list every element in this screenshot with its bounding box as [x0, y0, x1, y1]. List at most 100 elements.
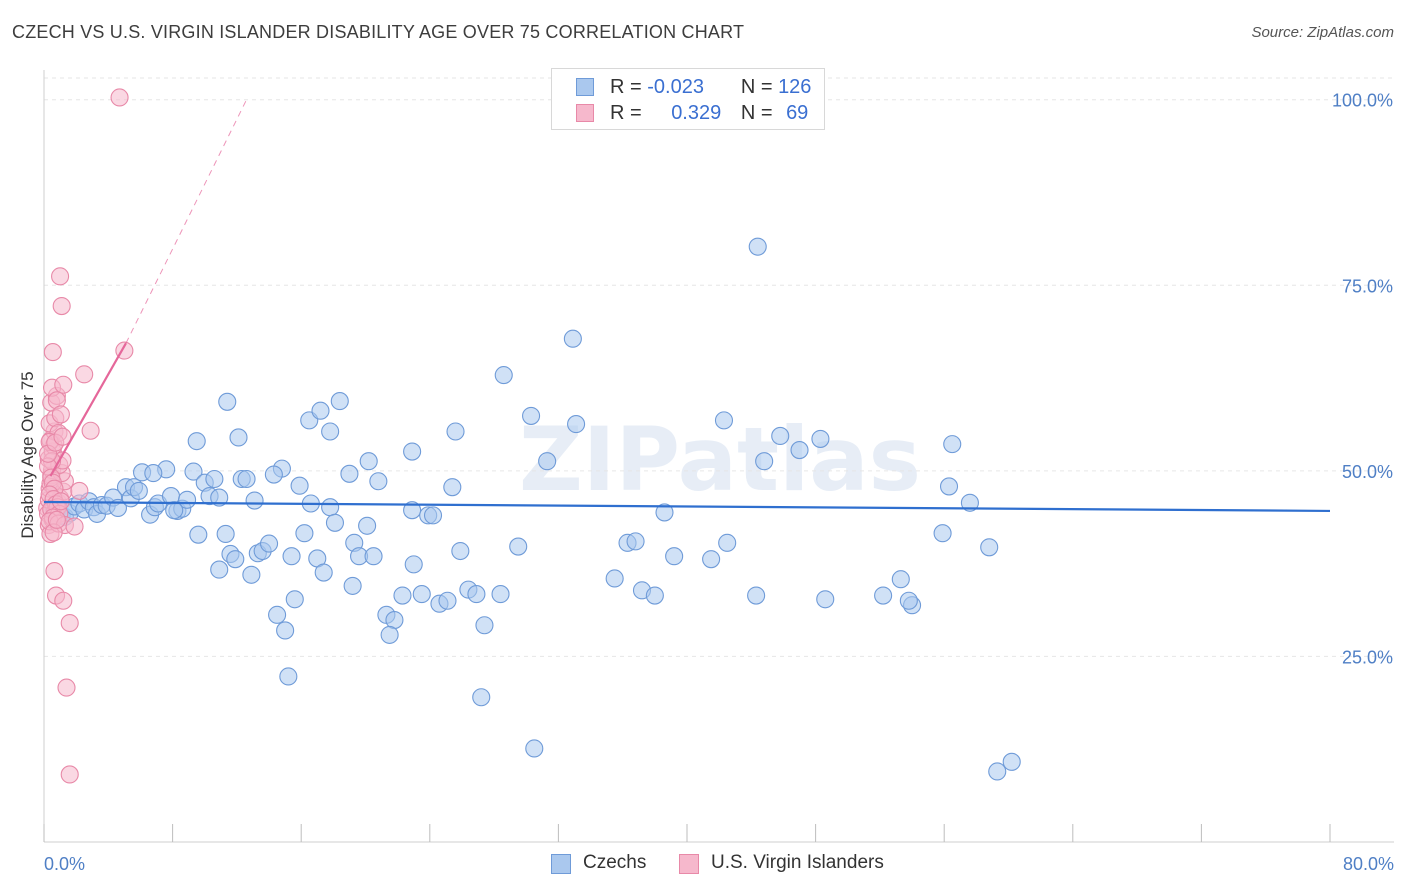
czechs-point [380, 625, 399, 644]
czechs-point [325, 513, 345, 532]
czechs-point [655, 503, 674, 522]
virgin-islanders-point [57, 678, 76, 697]
czechs-point [980, 538, 999, 557]
legend-n-value: 69 [786, 102, 809, 124]
legend-r-label: R = [610, 76, 642, 98]
virgin-islanders-point [47, 510, 66, 529]
virgin-islanders-point [70, 481, 89, 500]
czechs-point [282, 547, 301, 566]
czechs-point [943, 435, 962, 454]
chart-title: CZECH VS U.S. VIRGIN ISLANDER DISABILITY… [12, 22, 745, 42]
virgin-islanders-point [43, 343, 62, 362]
czechs-point [563, 329, 582, 348]
czechs-point [472, 688, 491, 707]
czechs-point [899, 591, 918, 610]
trend-layer [43, 99, 1331, 513]
czechs-point [423, 506, 443, 525]
czechs-point [330, 392, 349, 411]
legend-n-value: 126 [778, 76, 812, 98]
czechs-point [525, 739, 544, 758]
czechs-point [242, 565, 261, 584]
czechs-point [491, 585, 510, 604]
czechs-point [748, 237, 767, 256]
czechs-point [567, 415, 586, 434]
virgin-islanders-point [60, 613, 79, 633]
czechs-point [279, 667, 298, 686]
czechs-point [184, 462, 203, 481]
virgin-islanders-point [60, 765, 79, 784]
czechs-point [189, 525, 208, 544]
czechs-point [369, 472, 388, 491]
czechs-point [790, 441, 809, 460]
czechs-point [311, 401, 330, 420]
virgin-islanders-point [65, 517, 84, 536]
virgin-islanders-point [54, 375, 73, 394]
czechs-point [939, 477, 959, 496]
x-tick-label: 0.0% [44, 854, 85, 874]
czechs-point [245, 491, 264, 510]
virgin-islanders-point [53, 427, 72, 446]
czechs-point [321, 498, 340, 517]
czechs-point [404, 555, 423, 574]
czechs-point [216, 524, 235, 543]
virgin-islanders-point [45, 562, 64, 581]
czechs-point [321, 422, 340, 441]
virgin-islanders-point [81, 421, 100, 440]
legend-r-value: 0.329 [671, 102, 722, 124]
czechs-point [446, 422, 465, 441]
czechs-point [205, 469, 224, 489]
czechs-point [626, 532, 645, 551]
y-tick-label: 100.0% [1332, 91, 1393, 111]
czechs-point [438, 591, 457, 610]
czechs-point [129, 481, 148, 500]
czechs-point [229, 428, 248, 447]
virgin-islanders-point [51, 405, 70, 424]
virgin-islanders-point [51, 267, 70, 286]
source-label: Source: ZipAtlas.com [1251, 24, 1394, 41]
virgin-islanders-point [110, 88, 129, 107]
czechs-point [358, 516, 377, 535]
czechs-point [295, 524, 314, 543]
czechs-point [933, 524, 952, 543]
czechs-point [226, 550, 245, 569]
czechs-point [314, 563, 333, 582]
virgin-islanders-legend-label: U.S. Virgin Islanders [711, 852, 884, 873]
czechs-point [755, 452, 774, 471]
czechs-point [718, 533, 737, 552]
czechs-point [218, 392, 237, 411]
czechs-point [494, 366, 513, 385]
czechs-point [259, 534, 279, 553]
czechs-point [874, 586, 893, 605]
czechs-point [108, 498, 127, 518]
axes-layer: 25.0% 50.0% 75.0% 100.0% 0.0% 80.0% [43, 70, 1394, 874]
czechs-point [811, 429, 830, 448]
czechs-point [988, 762, 1007, 781]
czechs-point [290, 476, 309, 495]
czechs-point [475, 616, 494, 635]
legend-n-label: N = [740, 76, 773, 98]
czechs-point [1002, 752, 1021, 771]
czechs-point [451, 541, 470, 561]
czechs-point [714, 411, 734, 430]
czechs-point [165, 501, 184, 520]
correlation-legend: R = -0.023 N = 126 R = 0.329 N = 69 [551, 68, 825, 130]
czechs-point [210, 560, 229, 579]
virgin-islanders-swatch [576, 104, 594, 122]
czechs-point [268, 605, 287, 624]
y-axis-label: Disability Age Over 75 [18, 371, 37, 538]
virgin-islanders-point [75, 365, 94, 384]
czechs-point [403, 501, 422, 520]
czechs-point [364, 547, 383, 566]
czechs-point [393, 586, 412, 605]
czechs-point [522, 406, 541, 425]
czechs-point [665, 547, 684, 566]
czechs-point [264, 465, 283, 484]
czechs-point [747, 586, 766, 605]
czechs-point [144, 464, 163, 483]
czechs-point [605, 569, 624, 588]
y-tick-label: 75.0% [1342, 276, 1393, 296]
y-tick-label: 25.0% [1342, 647, 1393, 667]
legend-r-label: R = [610, 102, 642, 124]
points-layer [38, 88, 1021, 784]
